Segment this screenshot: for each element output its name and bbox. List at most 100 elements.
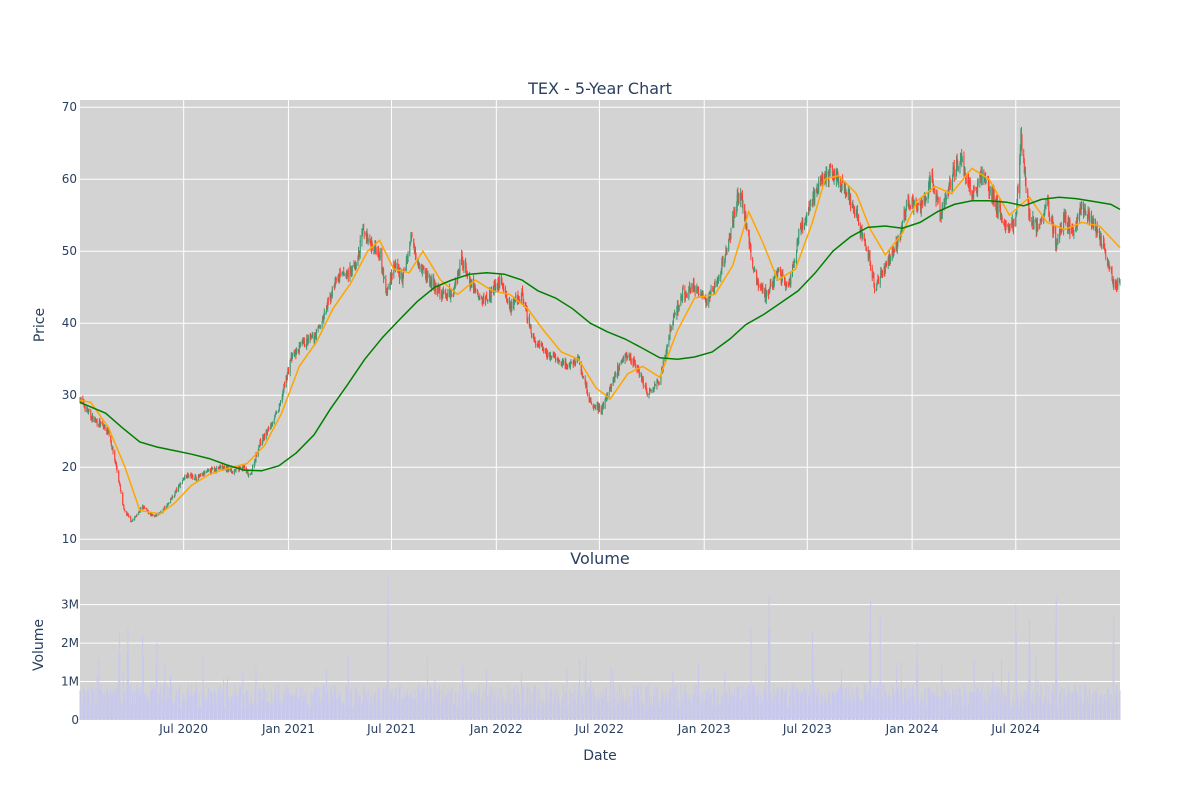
- candle-body: [888, 254, 890, 266]
- candle-body: [1113, 279, 1115, 289]
- candle-body: [209, 468, 211, 473]
- candle-body: [254, 459, 256, 465]
- candle-body: [728, 237, 730, 239]
- candle-body: [686, 294, 688, 298]
- candle-body: [430, 280, 432, 287]
- volume-bar: [246, 691, 248, 720]
- volume-bar: [537, 701, 539, 720]
- volume-bar: [271, 698, 273, 720]
- candle-body: [936, 197, 938, 202]
- candle-body: [847, 191, 849, 195]
- candle-body: [656, 380, 658, 387]
- volume-bar: [968, 701, 970, 720]
- volume-bar: [638, 702, 640, 720]
- volume-bar: [531, 697, 533, 720]
- candle-body: [231, 468, 233, 472]
- candle-body: [881, 271, 883, 275]
- volume-bar: [285, 685, 287, 720]
- volume-bar: [164, 663, 166, 720]
- candle-body: [234, 470, 236, 471]
- candle-body: [808, 205, 810, 210]
- candle-body: [423, 268, 425, 271]
- candle-body: [616, 375, 618, 376]
- volume-bar: [781, 688, 783, 720]
- volume-bar: [115, 687, 117, 720]
- candle-body: [828, 169, 830, 183]
- volume-bar: [925, 705, 927, 720]
- candle-body: [497, 278, 499, 290]
- volume-bar: [612, 670, 614, 720]
- candle-body: [351, 272, 353, 276]
- candle-body: [732, 216, 734, 228]
- volume-bar: [838, 687, 840, 720]
- candle-body: [848, 190, 850, 202]
- volume-bar: [867, 689, 869, 720]
- candle-body: [86, 407, 88, 412]
- volume-bar: [1079, 685, 1081, 720]
- volume-bar: [494, 703, 496, 720]
- volume-bar: [381, 705, 383, 720]
- volume-bar: [103, 700, 105, 720]
- volume-bar: [381, 692, 383, 720]
- volume-bar: [180, 705, 182, 720]
- volume-bar: [262, 700, 264, 720]
- candle-body: [1019, 158, 1021, 194]
- candle-body: [947, 193, 949, 197]
- candle-body: [909, 205, 911, 208]
- candle-body: [255, 453, 257, 462]
- candle-body: [1067, 222, 1069, 230]
- candle-body: [834, 169, 836, 179]
- volume-bar: [897, 691, 899, 720]
- volume-bar: [188, 691, 190, 720]
- volume-bar: [370, 703, 372, 720]
- volume-bar: [661, 688, 663, 720]
- candle-body: [454, 284, 456, 288]
- candle-body: [701, 295, 703, 297]
- candle-body: [1063, 213, 1065, 215]
- candle-body: [1098, 231, 1100, 240]
- candle-body: [752, 259, 754, 266]
- candle-body: [530, 325, 532, 332]
- candle-body: [883, 267, 885, 275]
- volume-bar: [1080, 699, 1082, 720]
- candle-body: [114, 459, 116, 463]
- candle-body: [92, 415, 94, 417]
- volume-bar: [1044, 695, 1046, 720]
- volume-bar: [949, 707, 951, 720]
- volume-bar: [345, 685, 347, 720]
- candle-body: [984, 179, 986, 180]
- volume-bar: [729, 696, 731, 720]
- volume-bar: [609, 706, 611, 720]
- volume-bar: [641, 701, 643, 720]
- candle-body: [347, 270, 349, 275]
- volume-bar: [1060, 686, 1062, 720]
- candle-body: [211, 468, 213, 469]
- volume-bar: [851, 686, 853, 720]
- volume-bar: [92, 692, 94, 720]
- candle-body: [1044, 205, 1046, 207]
- volume-bar: [187, 699, 189, 720]
- candle-body: [913, 200, 915, 203]
- volume-bar: [399, 683, 401, 720]
- volume-bar: [967, 705, 969, 720]
- volume-bar: [132, 690, 134, 720]
- volume-bar: [1051, 704, 1053, 720]
- volume-bar: [142, 656, 144, 720]
- volume-bar: [944, 694, 946, 720]
- candle-body: [273, 419, 275, 424]
- volume-bar: [367, 689, 369, 720]
- candle-body: [1033, 223, 1035, 225]
- candle-body: [626, 356, 628, 358]
- candle-body: [640, 374, 642, 377]
- candle-body: [429, 283, 431, 285]
- candle-body: [323, 316, 325, 321]
- candle-body: [657, 382, 659, 384]
- candle-body: [88, 410, 90, 412]
- candle-body: [1049, 219, 1051, 221]
- candle-body: [286, 373, 288, 381]
- candle-body: [602, 402, 604, 408]
- volume-bar: [278, 704, 280, 720]
- candle-body: [1064, 215, 1066, 219]
- candle-body: [230, 468, 232, 471]
- volume-bar: [190, 691, 192, 720]
